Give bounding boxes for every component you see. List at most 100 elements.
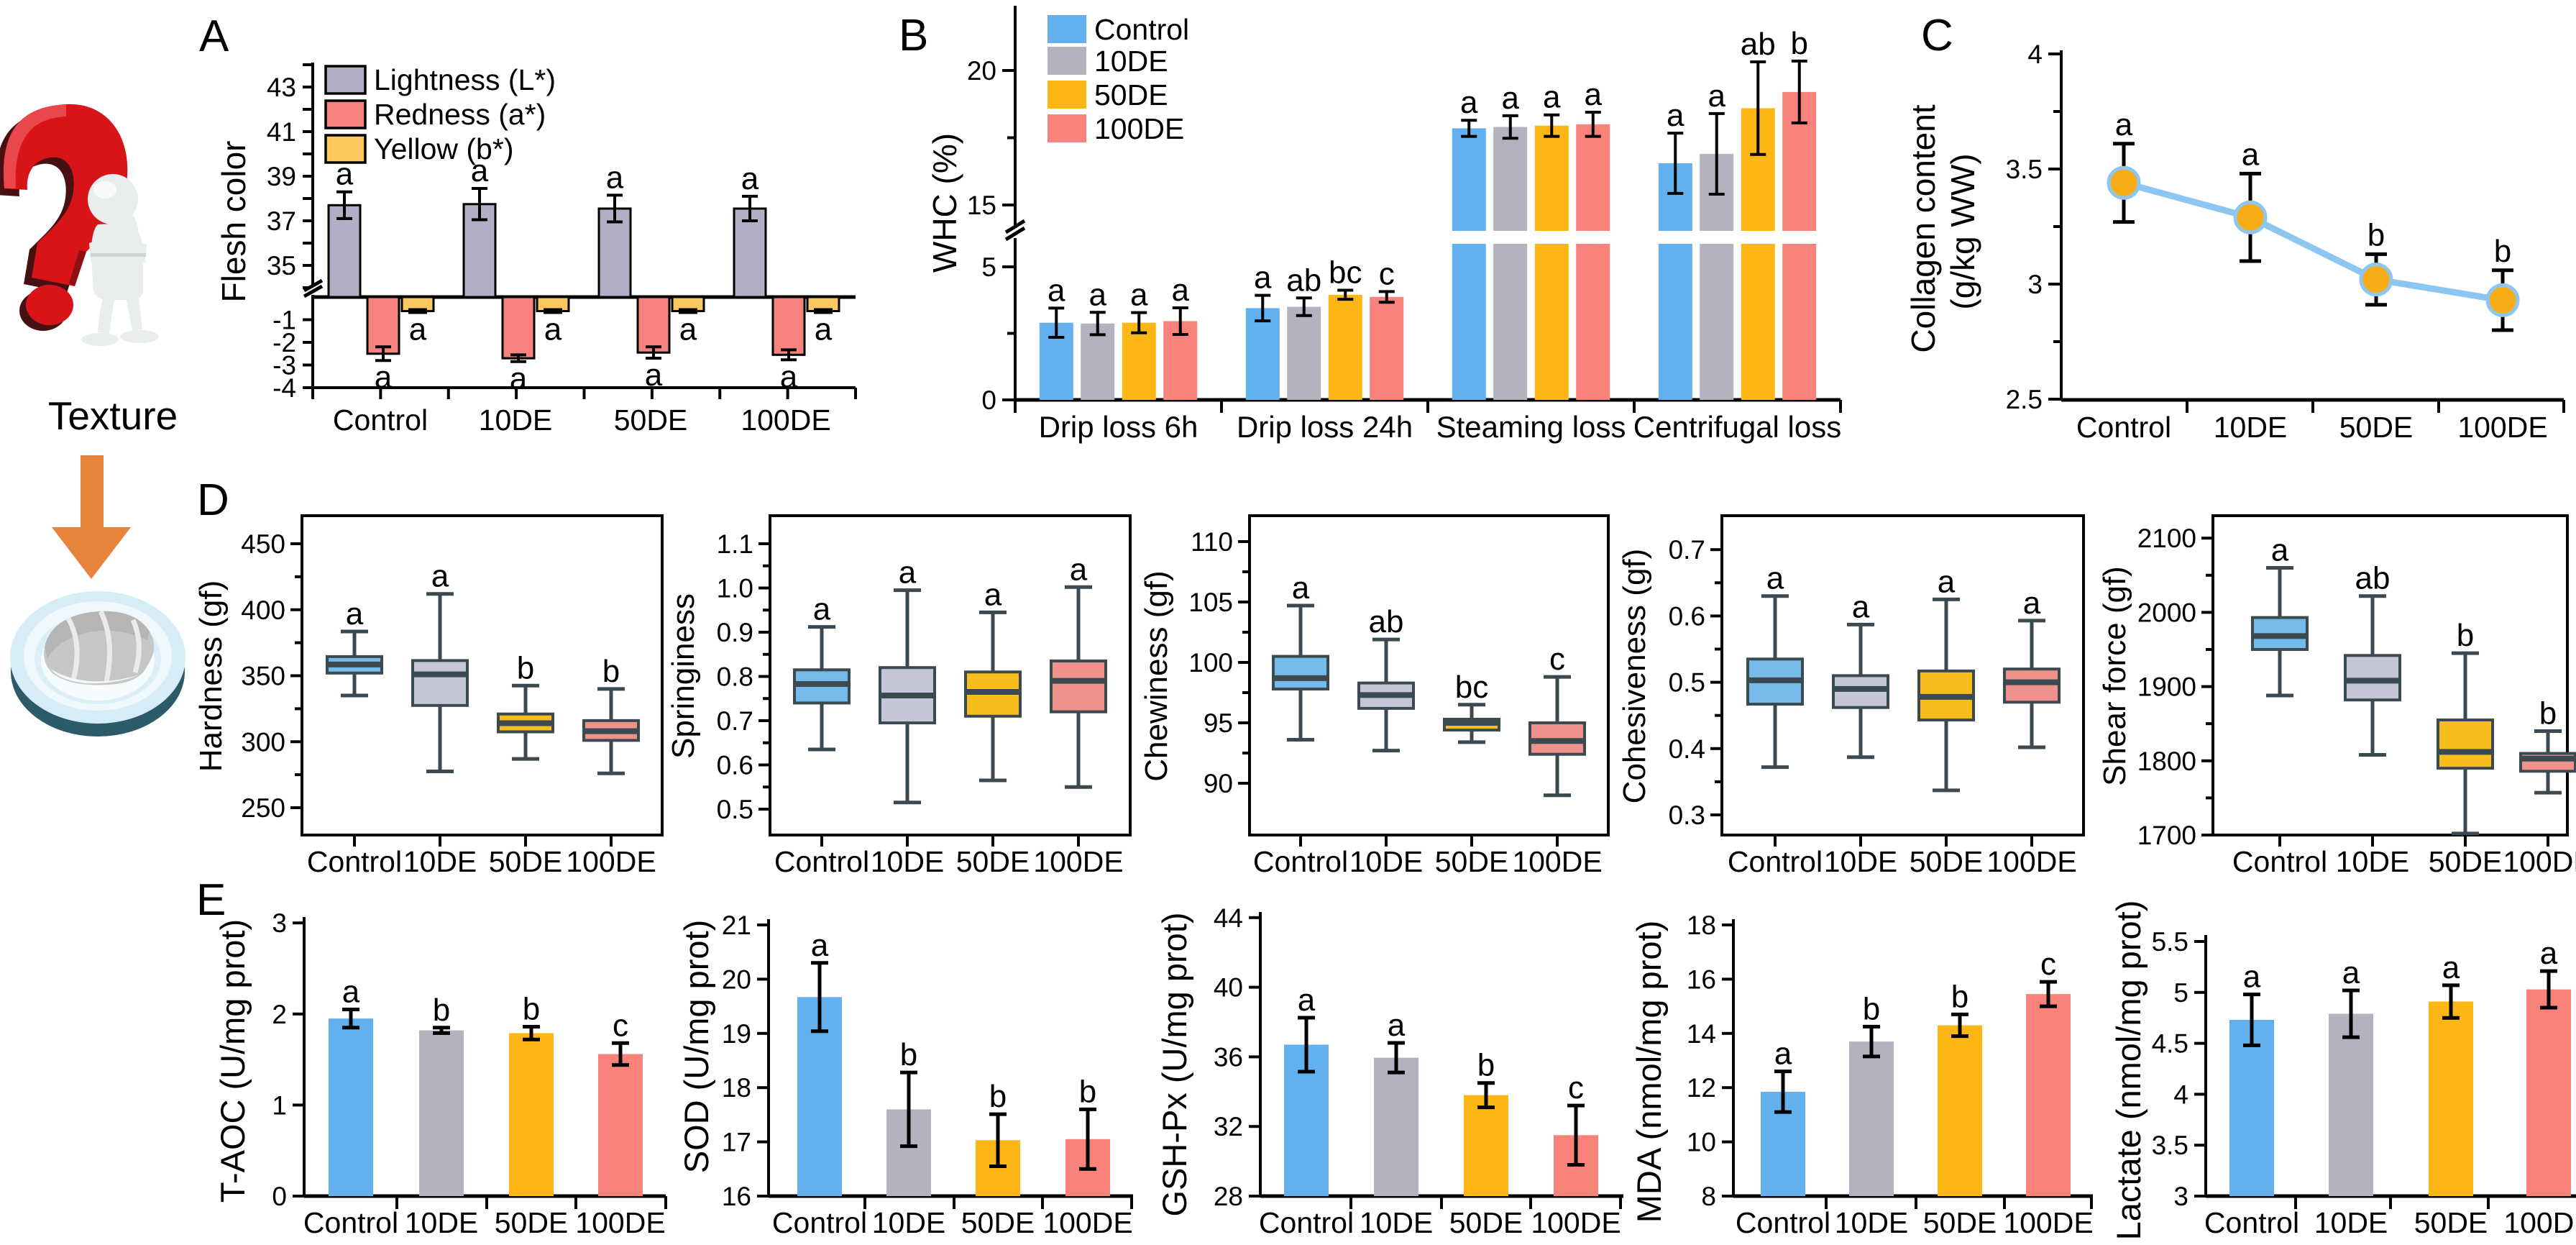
svg-text:Control: Control <box>1728 845 1823 878</box>
svg-text:a: a <box>431 559 449 594</box>
svg-text:90: 90 <box>1204 769 1233 798</box>
svg-text:a: a <box>1502 81 1520 116</box>
svg-text:Control: Control <box>1736 1206 1830 1239</box>
svg-text:a: a <box>1388 1008 1406 1043</box>
svg-text:100DE: 100DE <box>2003 1206 2093 1239</box>
svg-text:100DE: 100DE <box>2503 1206 2576 1239</box>
svg-text:50DE: 50DE <box>2414 1206 2488 1239</box>
svg-text:b: b <box>517 650 534 685</box>
svg-text:a: a <box>741 161 759 196</box>
svg-text:2: 2 <box>272 1000 287 1029</box>
svg-text:16: 16 <box>722 1182 751 1211</box>
svg-text:5: 5 <box>981 252 996 282</box>
svg-text:10DE: 10DE <box>405 1206 479 1239</box>
svg-text:100DE: 100DE <box>1986 845 2076 878</box>
svg-text:a: a <box>1667 98 1685 133</box>
svg-text:1: 1 <box>272 1090 287 1120</box>
svg-text:MDA (nmol/mg prot): MDA (nmol/mg prot) <box>1630 921 1668 1223</box>
svg-text:0.7: 0.7 <box>1669 535 1705 565</box>
svg-text:50DE: 50DE <box>2429 845 2503 878</box>
svg-text:a: a <box>2540 936 2558 971</box>
svg-text:a: a <box>2271 532 2289 567</box>
svg-text:b: b <box>1791 26 1808 61</box>
svg-text:2100: 2100 <box>2137 524 2196 553</box>
svg-text:b: b <box>2494 234 2511 269</box>
svg-text:Lactate (nmol/mg prot): Lactate (nmol/mg prot) <box>2109 900 2148 1241</box>
svg-text:43: 43 <box>267 73 296 102</box>
svg-text:a: a <box>679 312 697 347</box>
svg-text:SOD (U/mg prot): SOD (U/mg prot) <box>677 920 715 1174</box>
svg-text:b: b <box>989 1079 1007 1114</box>
svg-text:b: b <box>2539 696 2557 731</box>
svg-text:17: 17 <box>722 1128 751 1157</box>
svg-text:100DE: 100DE <box>1033 845 1123 878</box>
svg-text:50DE: 50DE <box>495 1206 569 1239</box>
svg-text:44: 44 <box>1214 903 1243 933</box>
svg-text:50DE: 50DE <box>489 845 563 878</box>
svg-text:a: a <box>2115 107 2133 142</box>
svg-text:Control: Control <box>772 1206 867 1239</box>
svg-text:a: a <box>1172 273 1190 308</box>
svg-text:Control: Control <box>1259 1206 1354 1239</box>
svg-text:a: a <box>1130 278 1148 313</box>
svg-text:a: a <box>1543 80 1561 115</box>
svg-text:Control: Control <box>303 1206 398 1239</box>
svg-text:-2: -2 <box>272 328 296 357</box>
svg-text:Drip loss 6h: Drip loss 6h <box>1039 410 1198 444</box>
svg-text:b: b <box>602 654 620 689</box>
svg-text:4: 4 <box>2027 40 2043 69</box>
svg-text:a: a <box>1766 561 1784 596</box>
svg-text:4.5: 4.5 <box>2152 1029 2188 1059</box>
svg-text:Steaming loss: Steaming loss <box>1436 410 1626 444</box>
svg-text:18: 18 <box>1687 911 1716 940</box>
svg-text:T-AOC (U/mg prot): T-AOC (U/mg prot) <box>214 919 252 1203</box>
svg-text:0.4: 0.4 <box>1669 734 1705 764</box>
svg-text:Control: Control <box>2232 845 2327 878</box>
svg-text:21: 21 <box>722 911 751 940</box>
svg-text:bc: bc <box>1329 255 1362 291</box>
svg-text:350: 350 <box>241 662 285 691</box>
svg-text:10DE: 10DE <box>1360 1206 1434 1239</box>
svg-text:110: 110 <box>1191 527 1233 557</box>
svg-text:a: a <box>1585 77 1603 112</box>
svg-text:c: c <box>2040 947 2056 982</box>
svg-text:Control: Control <box>1253 845 1348 878</box>
svg-text:0.6: 0.6 <box>717 751 753 780</box>
svg-text:a: a <box>1774 1036 1792 1072</box>
svg-text:50DE: 50DE <box>1449 1206 1523 1239</box>
svg-text:3: 3 <box>2027 270 2043 299</box>
svg-text:1.0: 1.0 <box>717 574 753 603</box>
svg-text:1700: 1700 <box>2137 821 2196 850</box>
svg-text:a: a <box>1852 589 1870 624</box>
svg-text:a: a <box>1708 78 1726 114</box>
svg-text:10DE: 10DE <box>479 403 553 437</box>
svg-text:19: 19 <box>722 1019 751 1049</box>
svg-text:100DE: 100DE <box>741 403 830 437</box>
svg-text:b: b <box>1951 979 1968 1014</box>
svg-text:c: c <box>1379 256 1395 291</box>
svg-text:10DE: 10DE <box>1824 845 1898 878</box>
svg-text:a: a <box>1254 260 1272 296</box>
svg-text:105: 105 <box>1188 588 1233 617</box>
svg-text:32: 32 <box>1214 1112 1243 1141</box>
svg-text:Redness (a*): Redness (a*) <box>374 98 546 131</box>
svg-text:2.5: 2.5 <box>2006 385 2043 414</box>
svg-text:100DE: 100DE <box>1094 112 1184 145</box>
svg-text:39: 39 <box>267 162 296 191</box>
svg-text:a: a <box>2023 585 2041 621</box>
svg-text:bc: bc <box>1455 670 1488 705</box>
svg-text:GSH-Px (U/mg prot): GSH-Px (U/mg prot) <box>1155 912 1193 1216</box>
svg-text:50DE: 50DE <box>1923 1206 1997 1239</box>
svg-text:50DE: 50DE <box>961 1206 1035 1239</box>
svg-text:Drip loss 24h: Drip loss 24h <box>1237 410 1413 444</box>
svg-text:b: b <box>2368 217 2385 252</box>
svg-text:b: b <box>900 1037 917 1072</box>
svg-text:a: a <box>811 928 829 963</box>
svg-text:ab: ab <box>2355 561 2391 596</box>
svg-text:95: 95 <box>1204 708 1233 738</box>
svg-text:a: a <box>2342 955 2360 990</box>
svg-text:E: E <box>196 875 226 925</box>
svg-text:14: 14 <box>1687 1019 1716 1049</box>
svg-text:WHC (%): WHC (%) <box>926 133 963 273</box>
svg-text:Control: Control <box>774 845 869 878</box>
